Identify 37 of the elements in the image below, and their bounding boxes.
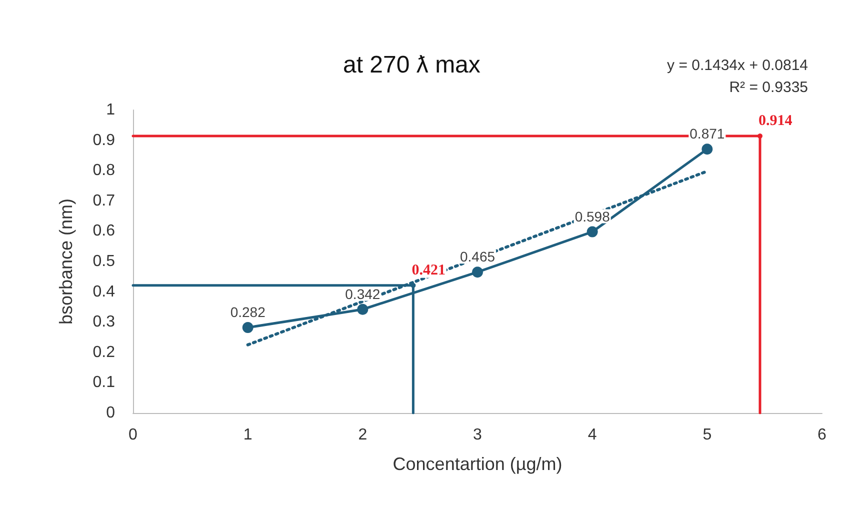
- x-tick-label: 3: [473, 426, 482, 444]
- x-tick-label: 2: [358, 426, 368, 444]
- y-tick-label: 0.7: [92, 192, 116, 210]
- data-label: 0.421: [412, 262, 446, 278]
- y-tick-label: 0.5: [92, 253, 116, 270]
- point: [702, 144, 713, 155]
- y-tick-label: 1: [106, 102, 116, 118]
- y-tick-label: 0.4: [92, 283, 116, 300]
- y-tick-label: 0.2: [92, 344, 116, 361]
- data-label: 0.342: [345, 286, 380, 302]
- point: [586, 226, 598, 238]
- point: [410, 282, 416, 288]
- x-tick-label: 5: [702, 426, 712, 444]
- x-tick-label: 4: [588, 426, 597, 444]
- x-axis-title: Concentartion (µg/m): [392, 454, 562, 474]
- point: [242, 322, 254, 334]
- x-tick-label: 1: [243, 426, 252, 444]
- data-label: 0.465: [460, 248, 496, 265]
- x-tick-label: 0: [128, 426, 138, 444]
- y-tick-label: 0: [106, 404, 116, 422]
- x-tick-label: 6: [818, 426, 827, 444]
- y-tick-label: 0.8: [92, 162, 116, 180]
- y-tick-label: 0.9: [92, 132, 116, 149]
- data-label: 0.598: [574, 208, 610, 224]
- data-label: 0.282: [230, 304, 266, 320]
- y-tick-label: 0.1: [92, 374, 116, 392]
- y-tick-label: 0.3: [92, 314, 116, 331]
- point: [757, 134, 762, 139]
- point: [357, 304, 368, 315]
- point: [472, 266, 483, 278]
- text: y = 0.1434x + 0.0814: [667, 57, 808, 74]
- y-axis-title: bsorbance (nm): [56, 198, 76, 325]
- data-label: 0.914: [758, 113, 793, 130]
- chart-title: at 270 ƛ max: [343, 52, 480, 78]
- data-label: 0.871: [690, 126, 725, 142]
- text: R² = 0.9335: [729, 79, 808, 96]
- y-tick-label: 0.6: [92, 222, 116, 240]
